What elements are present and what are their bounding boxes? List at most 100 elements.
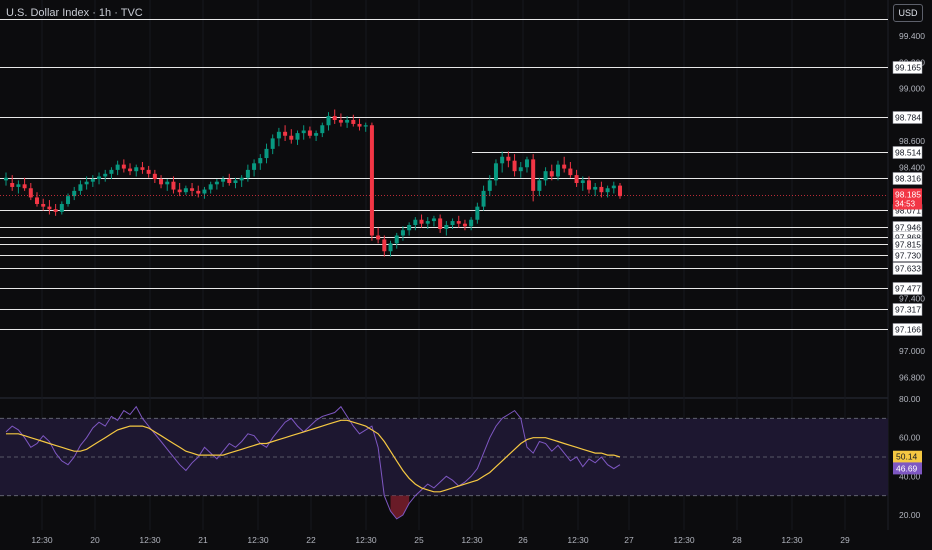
candle-body (332, 116, 337, 120)
candle-body (537, 180, 542, 191)
candle-body (295, 133, 300, 140)
candle-body (382, 239, 387, 252)
candle-body (431, 218, 436, 222)
candle-body (276, 131, 281, 139)
candle-body (146, 169, 151, 174)
rsi-tick-label: 40.00 (899, 471, 921, 481)
candle-body (227, 179, 232, 183)
candle-body (506, 156, 511, 161)
candle-body (363, 125, 368, 127)
level-label-box (892, 282, 923, 295)
candle-body (97, 176, 102, 180)
candle-body (394, 235, 399, 244)
candle-body (450, 221, 455, 225)
rsi-value-label: 46.69 (896, 463, 918, 473)
candle-body (239, 177, 244, 181)
candle-body (369, 125, 374, 236)
currency-button[interactable]: USD (893, 4, 923, 22)
candle-body (283, 131, 288, 136)
candle-body (413, 219, 418, 225)
candle-body (134, 167, 139, 172)
candle-body (599, 186, 604, 193)
time-tick-label: 12:30 (673, 535, 695, 545)
candle-body (103, 173, 108, 177)
candle-body (258, 158, 263, 164)
candle-body (66, 196, 71, 204)
time-tick-label: 27 (624, 535, 634, 545)
candle-body (493, 163, 498, 181)
level-label: 97.633 (895, 264, 921, 274)
candle-body (425, 221, 430, 224)
candle-body (357, 123, 362, 127)
rsi-value-box (893, 462, 922, 475)
candle-body (165, 181, 170, 185)
rsi-tick-label: 80.00 (899, 394, 921, 404)
symbol-title: U.S. Dollar Index · 1h · TVC (6, 7, 143, 19)
level-label: 98.316 (895, 174, 921, 184)
candle-body (456, 221, 461, 224)
candle-body (84, 181, 89, 185)
time-tick-label: 22 (306, 535, 316, 545)
candle-body (41, 204, 46, 207)
time-tick-label: 26 (518, 535, 528, 545)
candle-body (586, 180, 591, 190)
candle-body (376, 235, 381, 240)
rsi-tick-label: 20.00 (899, 510, 921, 520)
level-label-box (892, 323, 923, 336)
candle-body (462, 223, 467, 227)
rsi-ma-line (6, 419, 621, 493)
candle-body (4, 177, 8, 181)
candle-body (444, 225, 449, 229)
candle-body (338, 120, 343, 123)
candle-body (320, 125, 325, 134)
candle-body (214, 181, 219, 185)
rsi-oversold-fill (390, 495, 410, 519)
level-label: 97.166 (895, 325, 921, 335)
time-tick-label: 12:30 (139, 535, 161, 545)
candle-body (128, 168, 133, 172)
candle-body (475, 206, 480, 220)
candle-body (524, 159, 529, 168)
candle-body (543, 171, 548, 181)
candle-body (72, 190, 77, 197)
time-tick-label: 12:30 (247, 535, 269, 545)
candle-body (109, 169, 114, 174)
candle-body (469, 219, 474, 227)
price-tick-label: 99.000 (899, 84, 925, 94)
price-tick-label: 97.000 (899, 346, 925, 356)
candle-body (611, 185, 616, 189)
level-label-box (892, 303, 923, 316)
candle-body (35, 197, 40, 204)
ma-value-label: 50.14 (896, 452, 918, 462)
level-label: 97.317 (895, 305, 921, 315)
candle-body (78, 184, 83, 191)
candle-body (345, 120, 350, 123)
candle-body (202, 189, 207, 194)
price-tick-label: 96.800 (899, 372, 925, 382)
time-tick-label: 29 (840, 535, 850, 545)
price-tick-label: 97.400 (899, 294, 925, 304)
candle-body (152, 173, 157, 180)
candle-body (487, 180, 492, 191)
candle-body (208, 184, 213, 190)
level-label: 97.815 (895, 240, 921, 250)
candle-body (574, 175, 579, 183)
time-tick-label: 28 (732, 535, 742, 545)
candle-body (115, 164, 120, 170)
current-price-label: 98.185 (895, 189, 921, 199)
candle-body (177, 189, 182, 193)
price-tick-label: 98.400 (899, 162, 925, 172)
rsi-tick-label: 60.00 (899, 433, 921, 443)
level-label: 97.477 (895, 284, 921, 294)
rsi-line (5, 405, 621, 520)
candle-body (10, 183, 15, 187)
current-price-box (893, 188, 922, 210)
candle-body (252, 163, 257, 170)
candle-body (351, 120, 356, 124)
level-label: 97.946 (895, 223, 921, 233)
time-tick-label: 21 (198, 535, 208, 545)
candle-body (568, 168, 573, 176)
candle-body (121, 164, 126, 169)
level-label-box (892, 61, 923, 74)
